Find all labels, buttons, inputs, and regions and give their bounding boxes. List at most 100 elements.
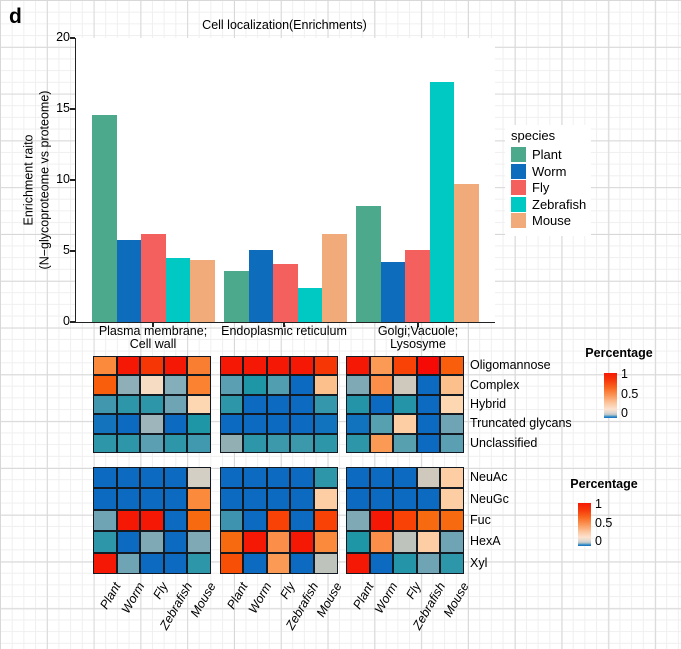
x-group-label: Golgi;Vacuole; Lysosyme — [377, 324, 459, 352]
heatmap-cell — [219, 356, 244, 376]
heatmap-cell — [116, 375, 141, 395]
heatmap-panel-1-3 — [346, 356, 464, 453]
y-tick-label: 10 — [56, 172, 70, 186]
legend-entry-mouse: Mouse — [511, 213, 585, 228]
heatmap-cell — [440, 488, 464, 510]
heatmap-cell — [266, 531, 291, 553]
percentage-gradient-bar — [604, 373, 617, 418]
heatmap-row-label: Oligomannose — [470, 358, 551, 373]
heatmap-cell — [440, 394, 464, 415]
heatmap-cell — [416, 375, 441, 395]
heatmap-cell — [187, 552, 211, 574]
legend-entry-fly: Fly — [511, 180, 585, 195]
heatmap-cell — [346, 414, 370, 434]
legend-swatch — [511, 196, 526, 212]
percentage-tick-label: 1 — [621, 367, 628, 381]
heatmap-cell — [116, 509, 141, 532]
heatmap-row-label: Fuc — [470, 513, 491, 527]
heatmap-cell — [187, 509, 211, 532]
species-legend: species Plant Worm Fly Zebrafish Mouse — [505, 125, 591, 236]
bar-plant-1 — [92, 114, 117, 322]
percentage-tick-label: 0.5 — [621, 387, 639, 401]
heatmap-cell — [116, 394, 141, 415]
heatmap-cell — [243, 414, 267, 434]
heatmap-cell — [369, 433, 394, 453]
heatmap-cell — [266, 394, 291, 415]
heatmap-cell — [163, 531, 188, 553]
heatmap-row-label: Complex — [470, 377, 520, 392]
heatmap-cell — [313, 467, 338, 489]
heatmap-panel-1-1 — [93, 356, 211, 453]
heatmap-cell — [187, 414, 211, 434]
heatmap-cell — [313, 375, 338, 395]
heatmap-cell — [116, 433, 141, 453]
heatmap-cell — [393, 467, 417, 489]
heatmap-cell — [219, 531, 244, 553]
heatmap-cell — [266, 433, 291, 453]
heatmap-cell — [116, 488, 141, 510]
heatmap-cell — [140, 375, 164, 395]
heatmap-cell — [346, 356, 370, 376]
heatmap-cell — [266, 414, 291, 434]
heatmap-cell — [313, 394, 338, 415]
heatmap-cell — [393, 433, 417, 453]
legend-label: Fly — [532, 180, 550, 195]
heatmap-row-label: Unclassified — [470, 435, 538, 450]
bar-worm-2 — [248, 249, 274, 322]
heatmap-cell — [140, 356, 164, 376]
heatmap-cell — [243, 375, 267, 395]
heatmap-cell — [243, 356, 267, 376]
bar-mouse-2 — [322, 233, 347, 322]
heatmap-cell — [440, 531, 464, 553]
heatmap-cell — [140, 414, 164, 434]
heatmap-cell — [313, 356, 338, 376]
heatmap-cell — [219, 414, 244, 434]
heatmap-cell — [290, 531, 314, 553]
bar-mouse-1 — [190, 259, 215, 322]
heatmap-cell — [266, 488, 291, 510]
heatmap-cell — [369, 414, 394, 434]
legend-label: Zebrafish — [532, 196, 587, 212]
heatmap-cell — [393, 509, 417, 532]
heatmap-cell — [440, 552, 464, 574]
bar-fly-1 — [141, 233, 166, 322]
heatmap-cell — [440, 433, 464, 453]
heatmap-cell — [313, 552, 338, 574]
heatmap-cell — [346, 394, 370, 415]
legend-label: Mouse — [532, 213, 572, 228]
heatmap-cell — [346, 375, 370, 395]
heatmap-cell — [140, 467, 164, 489]
bar-zebrafish-1 — [165, 258, 191, 322]
heatmap-cell — [116, 414, 141, 434]
bar-plant-2 — [224, 270, 249, 322]
heatmap-cell — [369, 552, 394, 574]
percentage-tick-label: 0 — [621, 406, 628, 420]
heatmap-cell — [369, 467, 394, 489]
heatmap-cell — [187, 488, 211, 510]
heatmap-cell — [290, 375, 314, 395]
heatmap-cell — [313, 509, 338, 532]
heatmap-cell — [369, 375, 394, 395]
legend-swatch — [511, 163, 526, 179]
heatmap-cell — [440, 509, 464, 532]
heatmap-cell — [116, 531, 141, 553]
heatmap-cell — [163, 509, 188, 532]
bar-fly-2 — [273, 263, 298, 322]
bar-worm-3 — [380, 262, 406, 322]
heatmap-cell — [416, 531, 441, 553]
heatmap-cell — [219, 433, 244, 453]
heatmap-cell — [187, 531, 211, 553]
heatmap-cell — [187, 394, 211, 415]
heatmap-panel-2-1 — [93, 467, 211, 574]
heatmap-row-label: Truncated glycans — [470, 416, 572, 431]
heatmap-cell — [266, 356, 291, 376]
y-tick-mark — [70, 179, 75, 181]
percentage-legend-title: Percentage — [585, 346, 653, 360]
heatmap-cell — [93, 356, 117, 376]
heatmap-cell — [163, 467, 188, 489]
heatmap-cell — [290, 356, 314, 376]
heatmap-cell — [346, 433, 370, 453]
heatmap-cell — [219, 552, 244, 574]
heatmap-cell — [266, 509, 291, 532]
panel-label: d — [9, 5, 22, 28]
